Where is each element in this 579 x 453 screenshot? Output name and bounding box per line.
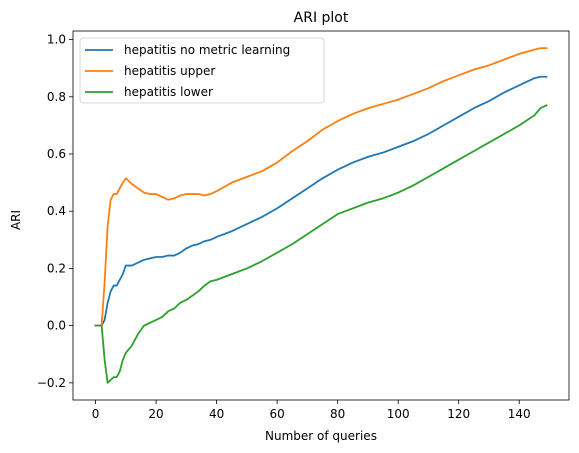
- x-axis-ticks: 0 20 40 60 80 100 120 140: [92, 400, 531, 421]
- y-axis-label: ARI: [9, 210, 23, 230]
- legend-label: hepatitis lower: [124, 85, 213, 99]
- x-tick-label: 80: [330, 407, 345, 421]
- x-tick-label: 20: [148, 407, 163, 421]
- series-line-0: [94, 75, 548, 327]
- axes-frame: [72, 30, 570, 401]
- x-tick-label: 0: [92, 407, 100, 421]
- legend-label: hepatitis upper: [124, 64, 215, 78]
- legend-box: [79, 37, 325, 104]
- chart-title: ARI plot: [294, 10, 349, 26]
- plot-area: [94, 47, 548, 384]
- y-axis-ticks: −0.2 0.0 0.2 0.4 0.6 0.8 1.0: [37, 33, 73, 390]
- x-tick-label: 60: [269, 407, 284, 421]
- y-tick-label: 0.4: [47, 204, 66, 218]
- series-line-1: [94, 47, 548, 327]
- y-tick-label: 0.8: [47, 90, 66, 104]
- y-tick-label: 1.0: [47, 33, 66, 47]
- x-tick-label: 120: [447, 407, 470, 421]
- legend-label: hepatitis no metric learning: [124, 43, 290, 57]
- y-tick-label: −0.2: [37, 376, 66, 390]
- x-tick-label: 100: [387, 407, 410, 421]
- x-tick-label: 140: [508, 407, 531, 421]
- series-line-2: [94, 104, 548, 384]
- x-tick-label: 40: [209, 407, 224, 421]
- y-tick-label: 0.6: [47, 147, 66, 161]
- y-tick-label: 0.2: [47, 261, 66, 275]
- x-axis-label: Number of queries: [265, 429, 377, 443]
- legend: hepatitis no metric learning hepatitis up…: [79, 37, 325, 104]
- y-tick-label: 0.0: [47, 319, 66, 333]
